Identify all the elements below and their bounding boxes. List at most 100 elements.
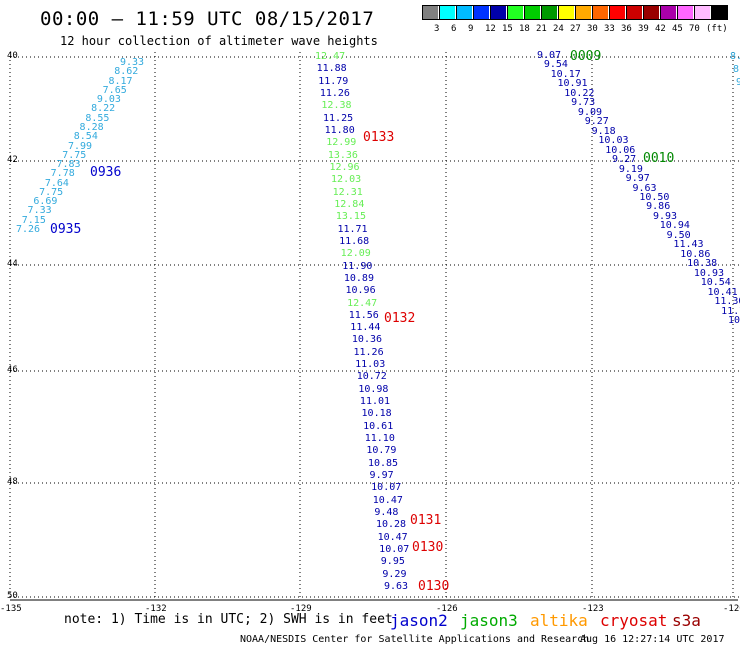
wave-height-value: 11.43: [673, 239, 704, 251]
longitude-label: -126: [436, 604, 458, 614]
wave-height-value: 10.22: [564, 87, 595, 99]
latitude-label: 44: [7, 259, 18, 269]
wave-height-value: 10.38: [687, 258, 718, 270]
wave-height-value: 10.36: [351, 334, 383, 346]
colorbar-swatch: [439, 5, 455, 20]
colorbar-label: 36: [621, 24, 632, 34]
wave-height-value: 10.50: [639, 191, 670, 203]
wave-height-value: 9.09: [577, 106, 603, 118]
colorbar-label: 9: [468, 24, 474, 34]
colorbar-label: 12: [485, 24, 496, 34]
colorbar-swatch: [473, 5, 489, 20]
wave-height-value: 9.18: [591, 125, 616, 137]
longitude-label: -120: [723, 604, 740, 614]
wave-height-value: 11.01: [359, 396, 391, 408]
wave-height-value: 11.88: [316, 63, 347, 75]
colorbar-label: 42: [655, 24, 666, 34]
wave-height-value: 9.97: [369, 470, 394, 482]
wave-height-value: 10.07: [379, 544, 410, 556]
colorbar-swatch: [626, 5, 642, 20]
colorbar-label: 30: [587, 24, 598, 34]
pass-time: 0935: [50, 222, 82, 237]
latitude-label: 40: [7, 51, 18, 61]
wave-height-value: 10: [728, 315, 740, 326]
pass-time: 0132: [384, 311, 416, 326]
wave-height-value: 9.48: [374, 507, 399, 519]
wave-height-value: 10.86: [680, 248, 711, 260]
pass-time: 0133: [363, 130, 395, 145]
wave-height-value: 12.47: [347, 297, 378, 309]
wave-height-value: 11.44: [350, 322, 381, 334]
wave-height-value: 10.94: [659, 220, 690, 232]
wave-height-value: 11.26: [353, 346, 384, 358]
wave-height-value: 9.93: [652, 210, 678, 222]
wave-height-value: 10.47: [377, 531, 408, 543]
wave-height-value: 7.78: [50, 168, 75, 180]
wave-height-value: 10.41: [707, 286, 738, 298]
legend-s3a: s3a: [672, 611, 701, 630]
longitude-label: -132: [145, 604, 167, 614]
wave-height-value: 7.75: [62, 149, 87, 161]
pass-time: 0010: [643, 151, 675, 166]
wave-height-value: 10.18: [361, 408, 392, 420]
wave-height-value: 11.71: [337, 223, 368, 235]
wave-height-value: 7.75: [39, 186, 64, 198]
wave-height-value: 7.99: [68, 140, 93, 152]
colorbar-swatch: [609, 5, 625, 20]
wave-height-value: 10.54: [700, 277, 731, 289]
wave-height-value: 12.84: [334, 198, 365, 210]
wave-height-value: 8.: [730, 51, 740, 62]
wave-height-value: 12.47: [315, 51, 346, 62]
colorbar-label: 18: [519, 24, 530, 34]
wave-height-value: 9.63: [384, 581, 409, 592]
colorbar-swatch: [711, 5, 727, 20]
colorbar-swatch: [592, 5, 608, 20]
wave-height-value: 9.27: [584, 116, 609, 128]
colorbar-label: 3: [434, 24, 440, 34]
colorbar-border: [422, 5, 728, 20]
wave-height-value: 10.98: [358, 383, 389, 395]
wave-height-value: 7.15: [21, 214, 46, 226]
colorbar-label: 24: [553, 24, 564, 34]
wave-height-value: 7.83: [56, 159, 81, 171]
wave-height-value: 6.69: [33, 196, 58, 208]
wave-height-value: 9: [736, 77, 740, 88]
wave-height-value: 11.80: [324, 124, 355, 136]
wave-height-value: 9.29: [382, 568, 407, 580]
wave-height-value: 10.72: [356, 371, 387, 383]
wave-height-value: 10.17: [550, 68, 581, 80]
pass-time: 0130: [412, 540, 444, 555]
wave-height-value: 9.54: [543, 59, 568, 71]
wave-height-value: 8.22: [91, 103, 116, 115]
wave-height-value: 11.03: [355, 359, 386, 371]
wave-height-value: 10.85: [367, 457, 399, 469]
wave-height-value: 9.33: [120, 57, 145, 68]
latitude-label: 48: [7, 477, 18, 487]
wave-height-value: 9.73: [571, 97, 596, 109]
latitude-label: 42: [7, 155, 18, 165]
colorbar-swatch: [541, 5, 557, 20]
wave-height-value: 10.28: [375, 519, 407, 531]
wave-height-value: 10.89: [343, 272, 374, 284]
wave-height-value: 8.62: [114, 66, 139, 78]
pass-time: 0130: [418, 579, 450, 594]
colorbar-label: 33: [604, 24, 615, 34]
wave-height-value: 11.7: [721, 305, 740, 317]
longitude-label: -123: [582, 604, 604, 614]
wave-height-value: 10.61: [363, 420, 394, 432]
wave-height-value: 7.65: [102, 84, 127, 96]
units-note: note: 1) Time is in UTC; 2) SWH is in fe…: [64, 612, 393, 627]
wave-height-value: 12.09: [340, 248, 371, 260]
wave-height-value: 11.25: [323, 112, 354, 124]
wave-height-value: 9.03: [96, 94, 121, 106]
wave-height-value: 12.03: [331, 174, 362, 186]
colorbar-swatch: [507, 5, 523, 20]
map-title: 00:00 – 11:59 UTC 08/15/2017: [40, 8, 375, 30]
wave-height-value: 9.07: [537, 50, 562, 61]
wave-height-value: 10.91: [557, 78, 588, 90]
wave-height-value: 10.47: [372, 494, 403, 506]
latitude-label: 50: [7, 591, 18, 601]
wave-height-value: 10.06: [605, 144, 636, 156]
